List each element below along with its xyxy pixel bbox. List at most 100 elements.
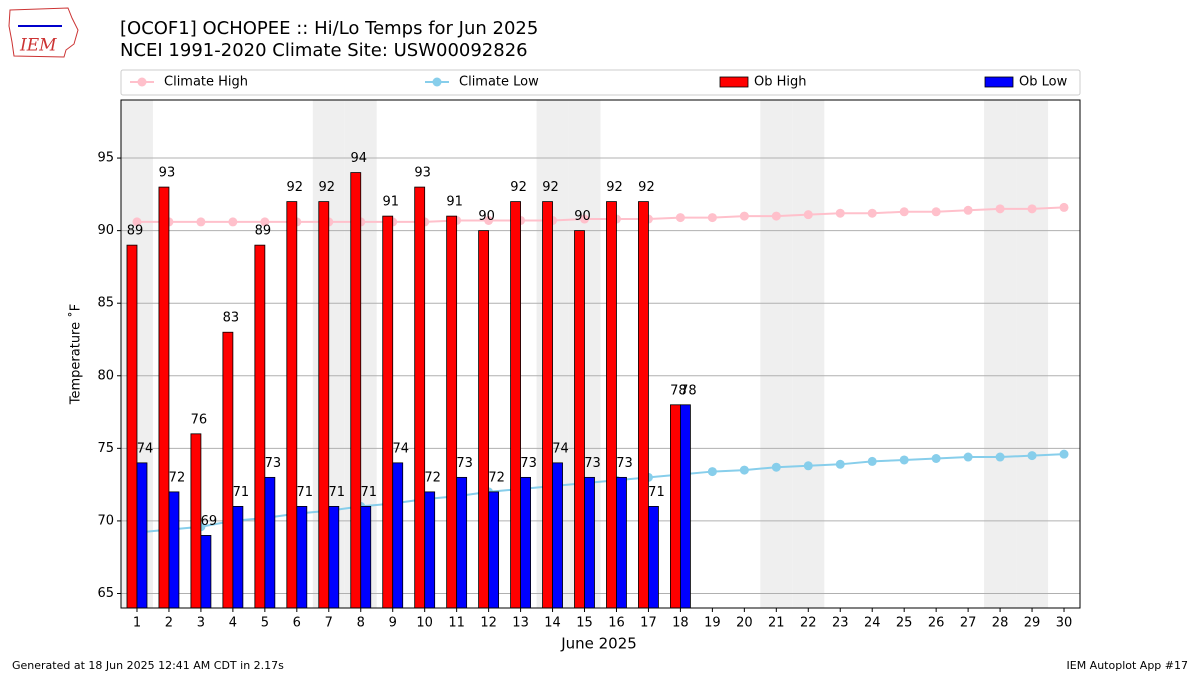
legend-label: Ob Low: [1019, 75, 1068, 90]
legend-swatch: [719, 76, 749, 88]
line-marker: [1027, 451, 1037, 461]
line-marker: [1027, 204, 1037, 214]
data-label: 91: [382, 195, 399, 210]
bar: [552, 462, 563, 609]
x-tick-label: 1: [133, 616, 141, 631]
legend-box: [120, 69, 1081, 96]
line-marker: [675, 213, 685, 223]
data-label: 73: [584, 456, 601, 471]
data-label: 89: [127, 224, 144, 239]
bar: [126, 244, 138, 609]
x-tick-label: 23: [832, 616, 849, 631]
data-label: 74: [552, 441, 569, 456]
bar: [510, 201, 521, 609]
line-marker: [132, 217, 142, 227]
line-marker: [484, 215, 494, 225]
data-label: 71: [360, 485, 377, 500]
bar: [542, 201, 553, 609]
logo-outline: [8, 7, 79, 58]
y-tick-label: 90: [97, 223, 114, 238]
x-tick-label: 24: [864, 616, 881, 631]
x-tick-label: 14: [544, 616, 561, 631]
bar: [584, 476, 595, 609]
bar: [478, 230, 490, 609]
bar: [254, 244, 266, 609]
line-marker: [931, 207, 941, 217]
x-tick-label: 26: [928, 616, 945, 631]
line-marker: [580, 214, 590, 224]
bar: [456, 476, 468, 609]
data-label: 92: [319, 180, 336, 195]
x-tick-label: 7: [325, 616, 333, 631]
x-tick-label: 17: [640, 616, 657, 631]
bar: [392, 462, 404, 609]
bar: [296, 505, 308, 609]
x-tick-label: 4: [229, 616, 237, 631]
bar: [232, 505, 244, 609]
x-tick-label: 20: [736, 616, 753, 631]
data-label: 94: [350, 151, 367, 166]
bar: [190, 433, 202, 609]
y-axis-label: Temperature ˚F: [68, 304, 84, 405]
line-marker: [899, 455, 909, 465]
x-tick-label: 3: [197, 616, 205, 631]
data-label: 92: [287, 180, 304, 195]
data-label: 78: [680, 383, 697, 398]
x-tick-label: 10: [416, 616, 433, 631]
legend-marker: [137, 77, 147, 87]
x-tick-label: 21: [768, 616, 785, 631]
x-tick-label: 22: [800, 616, 817, 631]
bar: [648, 505, 659, 609]
logo: IEM: [8, 7, 79, 58]
x-tick-label: 27: [960, 616, 977, 631]
x-tick-label: 5: [261, 616, 269, 631]
data-label: 92: [542, 180, 559, 195]
bar: [446, 215, 458, 609]
data-label: 74: [137, 441, 154, 456]
line-marker: [196, 217, 206, 227]
data-label: 90: [574, 209, 591, 224]
line-marker: [739, 465, 749, 475]
y-tick-label: 75: [97, 441, 114, 456]
weekend-shade: [792, 100, 825, 608]
data-label: 92: [606, 180, 623, 195]
bar: [328, 505, 340, 609]
legend-marker: [432, 77, 442, 87]
bar: [360, 505, 372, 609]
x-tick-label: 19: [704, 616, 721, 631]
legend-swatch: [984, 76, 1014, 88]
bar: [680, 404, 691, 609]
x-tick-label: 25: [896, 616, 913, 631]
data-label: 73: [520, 456, 537, 471]
data-label: 83: [223, 311, 240, 326]
data-label: 71: [233, 485, 250, 500]
line-marker: [867, 208, 877, 218]
bar: [168, 491, 180, 609]
legend-label: Climate Low: [459, 75, 539, 90]
chart-title: [OCOF1] OCHOPEE :: Hi/Lo Temps for Jun 2…: [120, 18, 538, 39]
bar: [616, 476, 627, 609]
data-label: 72: [169, 470, 186, 485]
bar: [158, 186, 170, 609]
line-marker: [1059, 449, 1069, 459]
line-marker: [931, 454, 941, 464]
line-marker: [1059, 202, 1069, 212]
data-label: 76: [191, 412, 208, 427]
data-label: 69: [201, 514, 218, 529]
bar: [520, 476, 531, 609]
data-label: 92: [638, 180, 655, 195]
line-marker: [707, 467, 717, 477]
line-marker: [803, 210, 813, 220]
logo-text: IEM: [19, 36, 57, 56]
x-axis-label: June 2025: [560, 635, 637, 653]
bar: [200, 535, 212, 609]
x-tick-label: 12: [480, 616, 497, 631]
bar: [222, 331, 234, 609]
legend-label: Ob High: [754, 75, 807, 90]
line-marker: [899, 207, 909, 217]
x-tick-label: 29: [1024, 616, 1041, 631]
x-tick-label: 6: [293, 616, 301, 631]
line-marker: [995, 452, 1005, 462]
x-tick-label: 8: [357, 616, 365, 631]
x-tick-label: 11: [448, 616, 465, 631]
